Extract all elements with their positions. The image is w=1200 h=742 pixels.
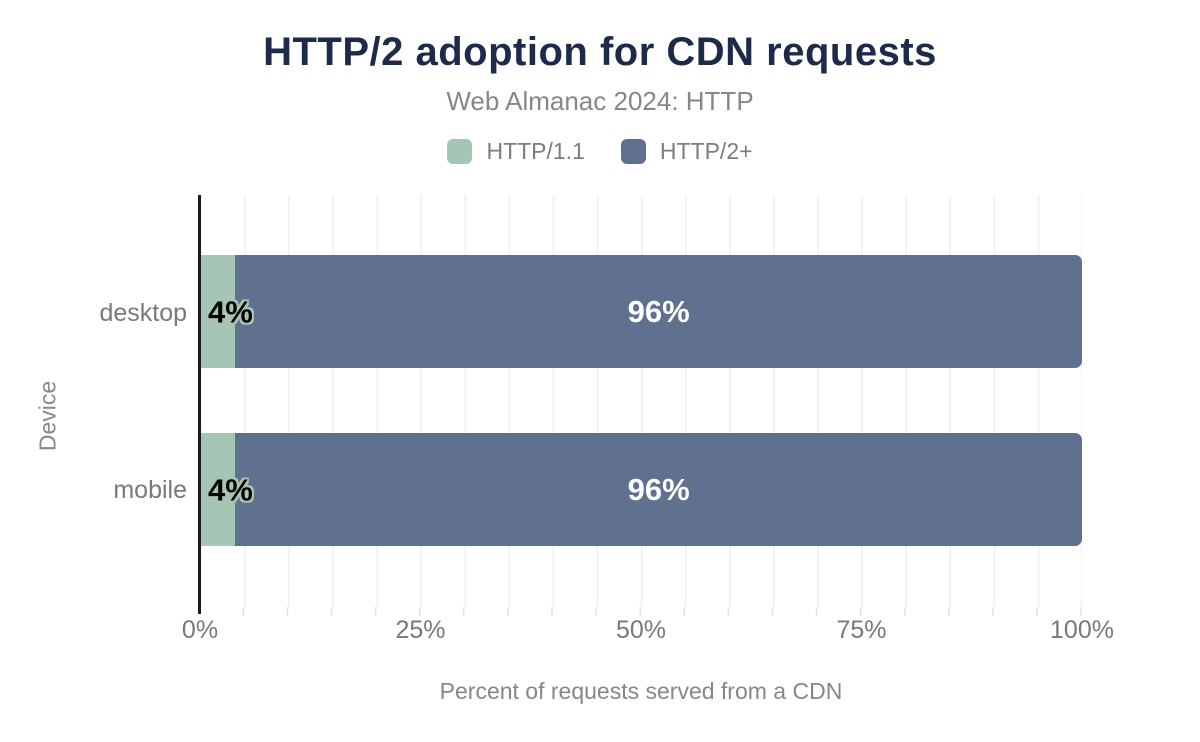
chart-title: HTTP/2 adoption for CDN requests <box>263 30 937 74</box>
x-tick-0: 0% <box>181 616 219 644</box>
category-label-desktop: desktop <box>99 299 187 327</box>
x-tick-25: 25% <box>395 616 446 644</box>
data-label-desktop-http11: 4% <box>208 294 253 329</box>
x-axis-tick-labels: 0% 25% 50% 75% 100% <box>182 616 1114 646</box>
legend: HTTP/1.1 HTTP/2+ <box>0 138 1200 165</box>
data-label-mobile-http11: 4% <box>208 472 253 507</box>
legend-swatch-http2plus-icon <box>620 139 646 164</box>
y-axis-title: Device <box>34 380 61 452</box>
y-axis-line <box>198 195 201 614</box>
x-axis-minor-ticks <box>200 607 1082 616</box>
gridline-100pct <box>1080 195 1082 607</box>
x-tick-100: 100% <box>1050 616 1114 644</box>
bar-mobile-segment-http11[interactable] <box>200 433 236 546</box>
x-tick-50: 50% <box>615 616 667 644</box>
data-label-desktop-http2plus: 96% <box>627 294 690 329</box>
bar-desktop-segment-http2plus[interactable]: 96% <box>235 255 1082 368</box>
legend-item-http11[interactable]: HTTP/1.1 <box>447 138 585 165</box>
bar-mobile-segment-http2plus[interactable]: 96% <box>235 433 1082 546</box>
x-tick-75: 75% <box>836 616 887 644</box>
legend-label-http2plus: HTTP/2+ <box>659 138 753 164</box>
chart-subtitle: Web Almanac 2024: HTTP <box>446 86 754 116</box>
bar-desktop: 96% 4% <box>200 255 1082 368</box>
bar-desktop-segment-http11[interactable] <box>200 255 236 368</box>
legend-item-http2plus[interactable]: HTTP/2+ <box>620 138 753 165</box>
x-axis-title: Percent of requests served from a CDN <box>439 678 843 704</box>
legend-swatch-http11-icon <box>447 139 473 164</box>
bar-mobile: 96% 4% <box>200 433 1082 546</box>
category-label-mobile: mobile <box>113 476 187 504</box>
legend-label-http11: HTTP/1.1 <box>486 138 585 164</box>
plot-area: 96% 4% 96% 4% <box>200 195 1082 607</box>
data-label-mobile-http2plus: 96% <box>627 472 690 507</box>
